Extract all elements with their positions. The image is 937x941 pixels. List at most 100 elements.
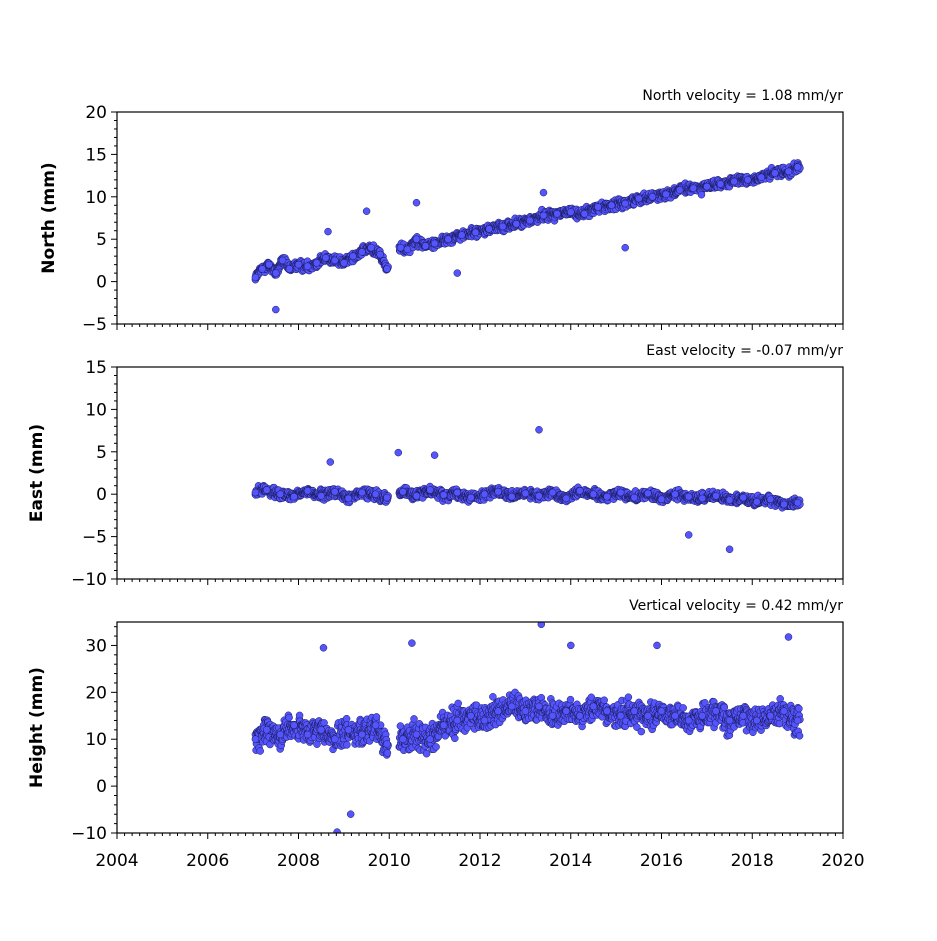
- data-point: [263, 487, 270, 494]
- data-point: [431, 240, 438, 247]
- data-point: [467, 494, 474, 501]
- data-point: [622, 244, 629, 251]
- data-point: [286, 714, 293, 721]
- data-point: [581, 210, 588, 217]
- data-point: [313, 259, 320, 266]
- data-point: [404, 246, 411, 253]
- data-point: [413, 492, 420, 499]
- data-point: [540, 189, 547, 196]
- point-cloud: [252, 426, 804, 553]
- data-point: [413, 199, 420, 206]
- data-point: [635, 195, 642, 202]
- data-point: [567, 696, 574, 703]
- data-point: [698, 191, 705, 198]
- data-point: [454, 489, 461, 496]
- data-point: [440, 492, 447, 499]
- data-point: [384, 494, 391, 501]
- data-point: [726, 546, 733, 553]
- axes-frame: [117, 112, 843, 324]
- data-point: [257, 748, 264, 755]
- data-point: [279, 257, 286, 264]
- data-point: [295, 261, 302, 268]
- point-cloud: [252, 159, 804, 313]
- y-axis-label: North (mm): [39, 162, 59, 273]
- y-tick-label: −10: [71, 570, 107, 590]
- data-point: [649, 193, 656, 200]
- data-point: [331, 257, 338, 264]
- data-point: [744, 176, 751, 183]
- data-point: [454, 270, 461, 277]
- data-point: [458, 232, 465, 239]
- data-point: [377, 251, 384, 258]
- y-axis-label: East (mm): [27, 424, 47, 522]
- data-point: [399, 488, 406, 495]
- data-point: [726, 497, 733, 504]
- data-point: [699, 495, 706, 502]
- data-point: [576, 487, 583, 494]
- data-point: [608, 202, 615, 209]
- data-point: [345, 495, 352, 502]
- data-point: [526, 217, 533, 224]
- y-tick-label: 5: [96, 230, 107, 250]
- data-point: [322, 254, 329, 261]
- data-point: [252, 489, 259, 496]
- data-point: [486, 226, 493, 233]
- data-point: [685, 493, 692, 500]
- data-point: [680, 704, 687, 711]
- data-point: [536, 492, 543, 499]
- data-point: [685, 531, 692, 538]
- data-point: [411, 715, 418, 722]
- data-point: [252, 274, 259, 281]
- data-point: [672, 491, 679, 498]
- axes-frame: [117, 367, 843, 579]
- data-point: [771, 170, 778, 177]
- data-point: [304, 487, 311, 494]
- data-point: [740, 494, 747, 501]
- data-point: [318, 492, 325, 499]
- data-point: [372, 491, 379, 498]
- data-point: [731, 178, 738, 185]
- data-point: [713, 492, 720, 499]
- data-point: [451, 735, 458, 742]
- data-point: [427, 487, 434, 494]
- data-point: [481, 491, 488, 498]
- data-point: [567, 209, 574, 216]
- y-tick-label: −5: [82, 528, 107, 548]
- data-point: [363, 208, 370, 215]
- y-tick-label: 0: [96, 485, 107, 505]
- data-point: [286, 265, 293, 272]
- data-point: [540, 212, 547, 219]
- data-point: [638, 728, 645, 735]
- data-point: [617, 489, 624, 496]
- data-point: [397, 244, 404, 251]
- data-point: [291, 493, 298, 500]
- data-point: [304, 263, 311, 270]
- data-point: [395, 449, 402, 456]
- data-point: [495, 488, 502, 495]
- data-point: [277, 491, 284, 498]
- data-point: [781, 501, 788, 508]
- data-point: [590, 491, 597, 498]
- data-point: [767, 496, 774, 503]
- data-point: [327, 459, 334, 466]
- data-point: [499, 223, 506, 230]
- data-point: [272, 306, 279, 313]
- y-tick-label: 0: [96, 273, 107, 293]
- data-point: [359, 248, 366, 255]
- y-tick-label: −5: [82, 315, 107, 335]
- point-cloud: [252, 621, 804, 836]
- data-point: [663, 191, 670, 198]
- data-point: [690, 185, 697, 192]
- data-point: [794, 499, 801, 506]
- data-point: [644, 490, 651, 497]
- data-point: [373, 713, 380, 720]
- data-point: [513, 220, 520, 227]
- data-point: [758, 174, 765, 181]
- data-point: [753, 498, 760, 505]
- velocity-title: East velocity = -0.07 mm/yr: [646, 343, 843, 359]
